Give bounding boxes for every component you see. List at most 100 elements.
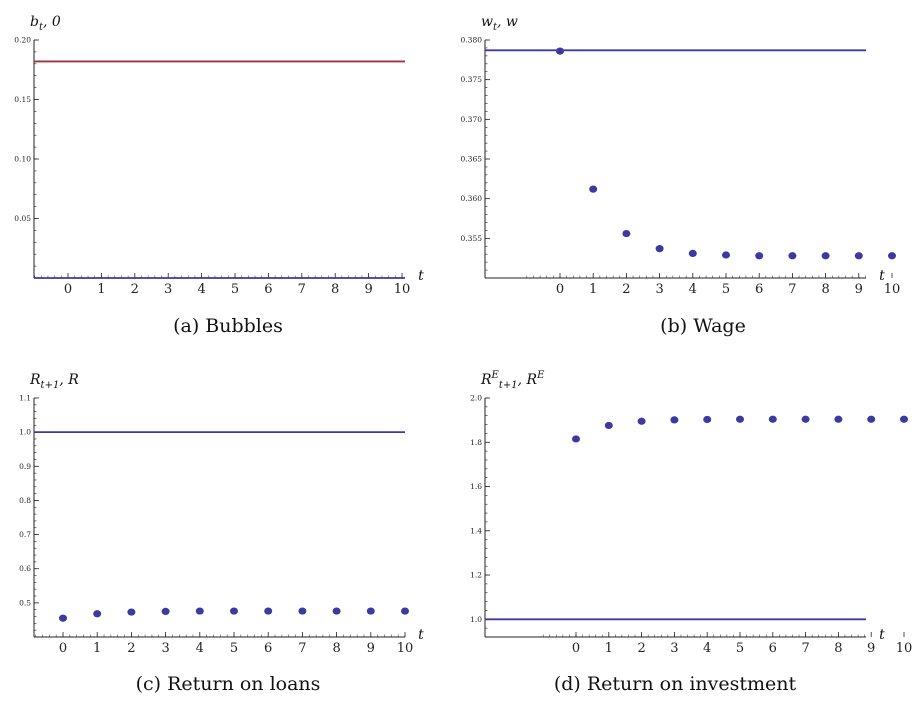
x-tick-label: 1 xyxy=(589,282,597,297)
data-point xyxy=(867,415,876,423)
data-point xyxy=(637,417,646,425)
data-point xyxy=(332,607,341,615)
y-tick-label: 1.2 xyxy=(470,571,482,580)
data-point xyxy=(788,252,797,260)
data-point xyxy=(604,421,613,430)
data-point xyxy=(900,415,908,423)
x-tick-label: 3 xyxy=(670,641,678,656)
x-tick-label: 3 xyxy=(161,641,169,656)
x-tick-label: 10 xyxy=(884,282,901,297)
x-tick-label: 6 xyxy=(755,282,763,297)
y-tick-label: 0.20 xyxy=(14,36,31,45)
x-tick-label: 3 xyxy=(164,282,172,297)
x-axis-title: t xyxy=(418,268,424,284)
y-tick-label: 2.0 xyxy=(470,394,482,403)
data-point xyxy=(366,607,375,615)
x-tick-label: 0 xyxy=(59,641,67,656)
y-tick-label: 1.1 xyxy=(19,394,31,403)
x-tick-label: 4 xyxy=(689,282,697,297)
x-tick-label: 7 xyxy=(788,282,796,297)
data-point xyxy=(670,416,679,424)
data-point xyxy=(722,251,730,259)
x-tick-label: 9 xyxy=(364,282,372,297)
y-tick-label: 0.375 xyxy=(461,75,483,84)
y-tick-label: 0.370 xyxy=(461,115,483,124)
y-tick-label: 1.6 xyxy=(470,482,482,491)
x-tick-label: 7 xyxy=(298,641,306,656)
panel-caption: (c) Return on loans xyxy=(136,673,321,695)
y-tick-label: 0.380 xyxy=(461,36,483,45)
y-tick-label: 1.8 xyxy=(470,438,482,447)
x-tick-label: 9 xyxy=(367,641,375,656)
panel-caption: (b) Wage xyxy=(660,315,746,337)
x-tick-label: 4 xyxy=(196,641,204,656)
y-tick-label: 0.365 xyxy=(461,155,483,164)
x-tick-label: 9 xyxy=(855,282,863,297)
y-tick-label: 0.05 xyxy=(14,214,31,223)
panel-caption: (d) Return on investment xyxy=(554,673,797,695)
x-tick-label: 8 xyxy=(821,282,829,297)
x-tick-label: 4 xyxy=(703,641,711,656)
x-axis-title: t xyxy=(879,268,885,284)
data-point xyxy=(854,252,863,260)
x-tick-label: 4 xyxy=(197,282,205,297)
x-tick-label: 8 xyxy=(834,641,842,656)
x-tick-label: 8 xyxy=(332,641,340,656)
x-tick-label: 2 xyxy=(637,641,645,656)
x-tick-label: 2 xyxy=(127,641,135,656)
y-tick-label: 1.0 xyxy=(19,428,31,437)
data-point xyxy=(298,607,307,615)
x-tick-label: 10 xyxy=(397,641,414,656)
x-tick-label: 5 xyxy=(736,641,744,656)
data-point xyxy=(703,415,712,424)
y-tick-label: 0.8 xyxy=(19,496,31,505)
data-point xyxy=(93,610,102,618)
data-point xyxy=(127,608,136,616)
x-tick-label: 5 xyxy=(230,641,238,656)
y-axis-title: wt, w xyxy=(481,14,518,33)
x-tick-label: 6 xyxy=(769,641,777,656)
y-axis-title: bt, 0 xyxy=(30,14,61,33)
x-tick-label: 9 xyxy=(867,641,875,656)
x-tick-label: 6 xyxy=(264,282,272,297)
x-tick-label: 6 xyxy=(264,641,272,656)
x-axis-title: t xyxy=(879,627,885,643)
y-tick-label: 0.7 xyxy=(19,530,31,539)
x-tick-label: 5 xyxy=(231,282,239,297)
data-point xyxy=(589,185,598,193)
data-point xyxy=(161,607,170,615)
x-tick-label: 2 xyxy=(622,282,630,297)
y-axis-title: Rt+1, R xyxy=(29,372,79,391)
x-tick-label: 10 xyxy=(896,641,913,656)
y-tick-label: 0.5 xyxy=(19,598,31,607)
x-tick-label: 0 xyxy=(556,282,564,297)
y-tick-label: 0.15 xyxy=(14,95,31,104)
y-tick-label: 0.355 xyxy=(461,234,483,243)
data-point xyxy=(888,252,896,260)
y-tick-label: 0.360 xyxy=(461,194,483,203)
panel-caption: (a) Bubbles xyxy=(173,315,283,337)
data-point xyxy=(801,415,810,423)
y-tick-label: 1.0 xyxy=(470,615,482,624)
x-tick-label: 7 xyxy=(298,282,306,297)
y-tick-label: 0.6 xyxy=(19,564,31,573)
y-tick-label: 0.10 xyxy=(14,155,31,164)
data-point xyxy=(622,229,631,238)
x-tick-label: 0 xyxy=(64,282,72,297)
y-tick-label: 1.4 xyxy=(470,526,482,535)
data-point xyxy=(230,607,238,615)
data-point xyxy=(655,245,664,253)
data-point xyxy=(264,607,273,615)
x-tick-label: 2 xyxy=(131,282,139,297)
data-point xyxy=(736,415,744,423)
data-point xyxy=(688,249,697,258)
data-point xyxy=(59,614,67,622)
x-tick-label: 1 xyxy=(93,641,101,656)
data-point xyxy=(768,415,777,423)
x-tick-label: 8 xyxy=(331,282,339,297)
data-point xyxy=(556,47,564,55)
data-point xyxy=(401,607,409,615)
y-axis-title: REt+1, RE xyxy=(480,370,545,391)
data-point xyxy=(821,252,830,260)
